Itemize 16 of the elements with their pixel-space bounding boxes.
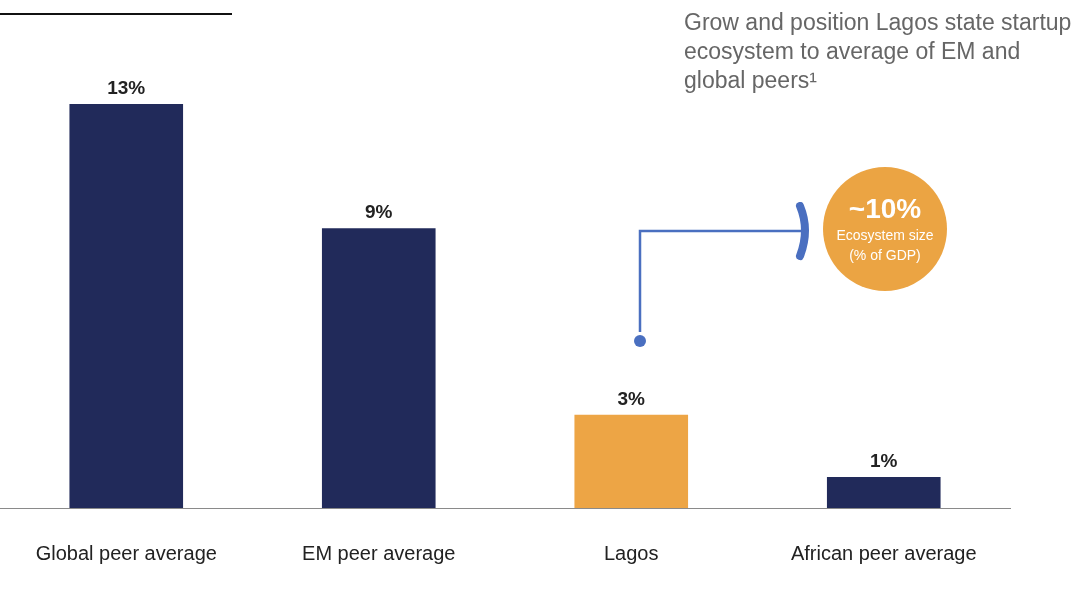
bar: [321, 228, 436, 508]
data-label: 13%: [107, 76, 146, 98]
bar: [826, 476, 941, 508]
bar: [574, 414, 689, 508]
x-tick-label: African peer average: [790, 541, 977, 564]
data-label: 1%: [870, 449, 898, 471]
chart-title: Grow and position Lagos state startup ecosystem to average of EM and global peers¹: [684, 8, 1073, 95]
annotation: ~10%: [847, 193, 923, 225]
x-tick-label: EM peer average: [302, 541, 456, 564]
data-label: 3%: [617, 387, 646, 409]
data-label: 9%: [365, 201, 393, 223]
annotation: Ecosystem size: [835, 226, 935, 245]
x-tick-label: Global peer average: [35, 541, 217, 564]
bar: [69, 104, 184, 508]
annotation: (% of GDP): [848, 246, 922, 265]
x-tick-label: Lagos: [604, 541, 659, 564]
